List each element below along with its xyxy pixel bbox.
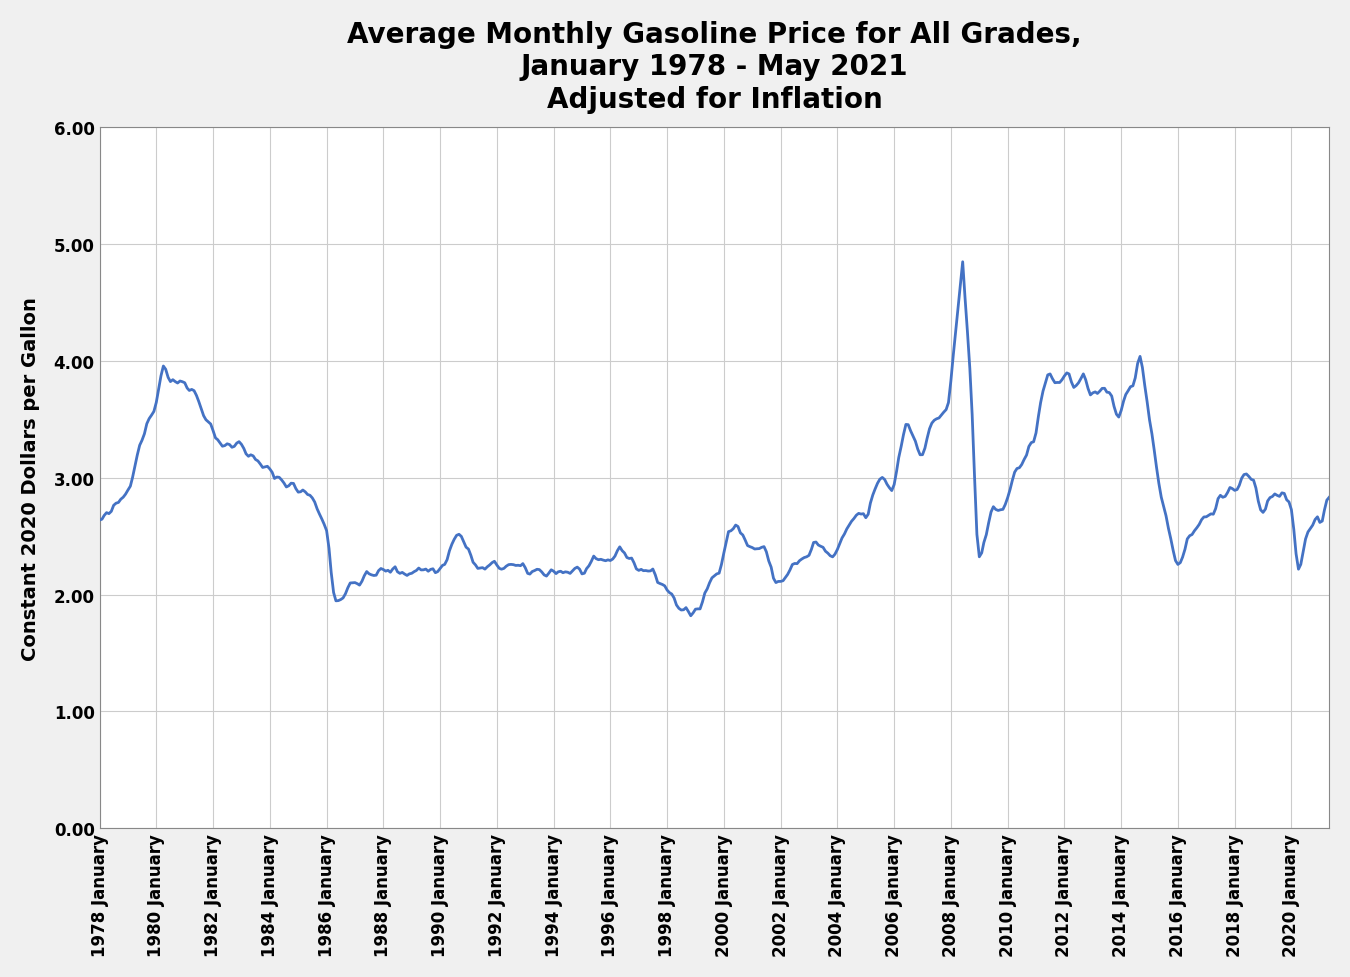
Title: Average Monthly Gasoline Price for All Grades,
January 1978 - May 2021
Adjusted : Average Monthly Gasoline Price for All G…	[347, 21, 1081, 113]
Y-axis label: Constant 2020 Dollars per Gallon: Constant 2020 Dollars per Gallon	[20, 297, 40, 660]
